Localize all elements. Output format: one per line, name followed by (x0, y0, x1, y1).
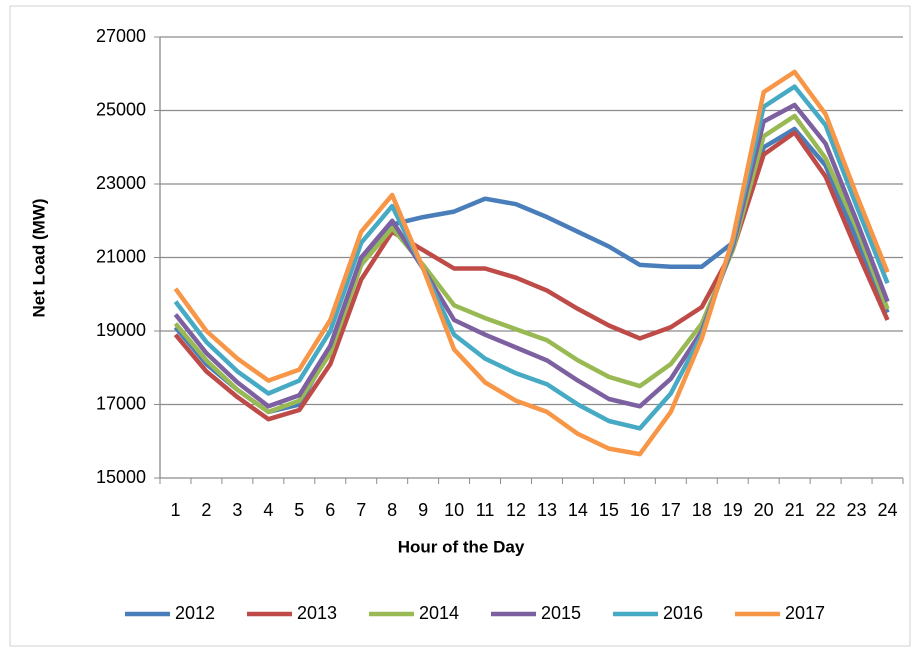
x-tick-label: 4 (263, 500, 273, 520)
x-tick-label: 20 (754, 500, 774, 520)
x-tick-label: 17 (661, 500, 681, 520)
legend-label: 2015 (541, 603, 581, 623)
x-tick-label: 13 (537, 500, 557, 520)
x-tick-label: 9 (418, 500, 428, 520)
series-line (173, 113, 890, 415)
legend-label: 2016 (663, 603, 703, 623)
series-line (173, 84, 890, 431)
legend-label: 2012 (175, 603, 215, 623)
y-tick-label: 17000 (96, 393, 146, 413)
x-tick-label: 11 (476, 500, 495, 520)
y-tick-label: 27000 (96, 26, 146, 46)
y-tick-label: 15000 (96, 467, 146, 487)
series-line (173, 102, 890, 409)
x-tick-label: 8 (387, 500, 397, 520)
x-tick-label: 1 (170, 500, 180, 520)
x-tick-label: 24 (878, 500, 898, 520)
x-tick-label: 5 (294, 500, 304, 520)
y-tick-label: 21000 (96, 246, 146, 266)
x-tick-label: 10 (444, 500, 464, 520)
x-tick-label: 6 (325, 500, 335, 520)
x-tick-label: 12 (506, 500, 526, 520)
y-tick-label: 19000 (96, 320, 146, 340)
x-axis-title: Hour of the Day (398, 537, 525, 556)
x-tick-label: 16 (630, 500, 650, 520)
x-tick-label: 15 (599, 500, 619, 520)
legend-label: 2013 (297, 603, 337, 623)
series-line (173, 69, 890, 457)
x-tick-label: 2 (201, 500, 211, 520)
y-axis-title: Net Load (MW) (29, 199, 48, 318)
y-tick-label: 25000 (96, 99, 146, 119)
x-tick-label: 14 (568, 500, 588, 520)
legend-label: 2014 (419, 603, 459, 623)
series-line (173, 126, 890, 415)
series-line (173, 130, 890, 422)
x-tick-label: 3 (232, 500, 242, 520)
legend-label: 2017 (785, 603, 825, 623)
x-tick-label: 23 (847, 500, 867, 520)
x-tick-label: 21 (785, 500, 805, 520)
x-tick-label: 18 (692, 500, 712, 520)
y-tick-label: 23000 (96, 173, 146, 193)
x-tick-label: 7 (356, 500, 366, 520)
x-tick-label: 22 (816, 500, 836, 520)
x-tick-label: 19 (723, 500, 743, 520)
